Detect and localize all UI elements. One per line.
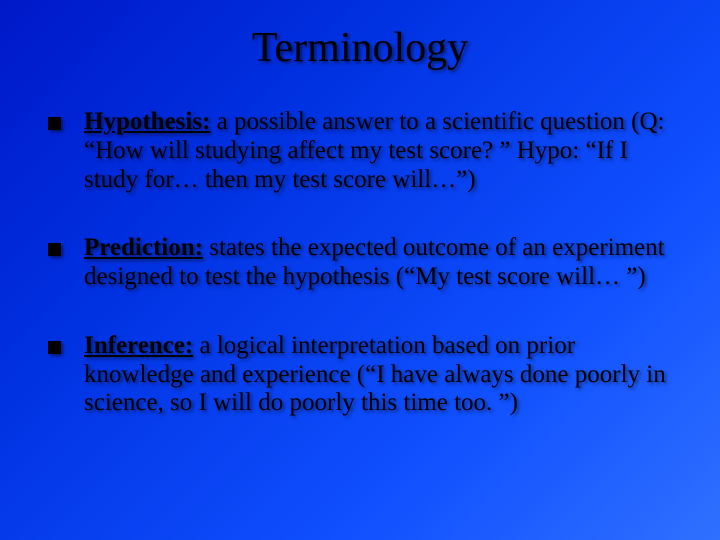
bullet-item: Inference: a logical interpretation base…: [40, 332, 680, 418]
slide-title: Terminology: [40, 24, 680, 72]
term-label: Inference:: [84, 332, 193, 359]
term-label: Hypothesis:: [84, 108, 210, 135]
bullet-list: Hypothesis: a possible answer to a scien…: [40, 108, 680, 418]
term-label: Prediction:: [84, 234, 203, 261]
bullet-item: Hypothesis: a possible answer to a scien…: [40, 108, 680, 194]
bullet-item: Prediction: states the expected outcome …: [40, 234, 680, 292]
